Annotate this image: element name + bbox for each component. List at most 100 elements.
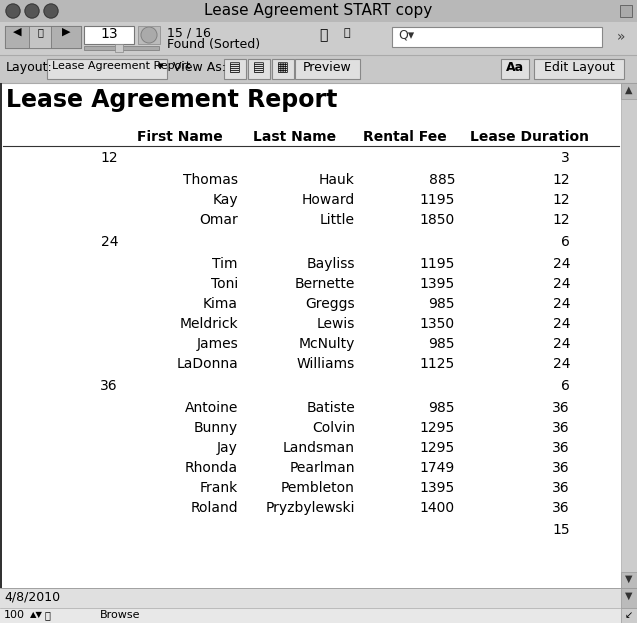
Text: 24: 24: [552, 277, 570, 291]
Text: ▾: ▾: [158, 61, 164, 71]
Text: Q▾: Q▾: [398, 29, 414, 42]
Text: Toni: Toni: [211, 277, 238, 291]
Text: 🖥: 🖥: [45, 610, 51, 620]
Text: Pryzbylewski: Pryzbylewski: [266, 501, 355, 515]
Text: ◀: ◀: [13, 27, 21, 37]
Bar: [621, 608, 637, 623]
Text: ▼: ▼: [626, 591, 633, 601]
Text: 24: 24: [552, 317, 570, 331]
Text: Browse: Browse: [100, 610, 141, 620]
Text: Rental Fee: Rental Fee: [363, 130, 447, 144]
Text: Williams: Williams: [297, 357, 355, 371]
Text: Little: Little: [320, 213, 355, 227]
Bar: [272, 59, 294, 79]
Text: ↙: ↙: [625, 610, 633, 620]
Bar: [501, 59, 529, 79]
Text: View As:: View As:: [173, 61, 226, 74]
Bar: [0, 608, 637, 623]
Text: Colvin: Colvin: [312, 421, 355, 435]
Bar: [115, 44, 123, 52]
Text: 36: 36: [552, 481, 570, 495]
Bar: [392, 27, 602, 47]
Bar: [620, 5, 632, 17]
Text: 1395: 1395: [420, 481, 455, 495]
Text: Howard: Howard: [302, 193, 355, 207]
Text: 12: 12: [552, 213, 570, 227]
Text: 🔼: 🔼: [344, 28, 350, 38]
Circle shape: [44, 4, 58, 18]
Text: 985: 985: [429, 297, 455, 311]
Text: 1125: 1125: [420, 357, 455, 371]
Text: Kima: Kima: [203, 297, 238, 311]
Text: ▤: ▤: [229, 61, 241, 74]
Bar: [0, 0, 637, 22]
Bar: [295, 59, 360, 79]
Text: Preview: Preview: [303, 61, 352, 74]
Text: Lease Agreement Report: Lease Agreement Report: [6, 88, 338, 112]
Text: Edit Layout: Edit Layout: [543, 61, 614, 74]
Circle shape: [6, 4, 20, 18]
Text: 36: 36: [552, 461, 570, 475]
Text: 1850: 1850: [420, 213, 455, 227]
Text: Bernette: Bernette: [295, 277, 355, 291]
Text: Lease Duration: Lease Duration: [470, 130, 589, 144]
Text: Greggs: Greggs: [305, 297, 355, 311]
Bar: [29, 26, 51, 48]
Text: »: »: [617, 30, 626, 44]
Text: Kay: Kay: [212, 193, 238, 207]
Text: Omar: Omar: [199, 213, 238, 227]
Text: Lease Agreement START copy: Lease Agreement START copy: [204, 3, 432, 18]
Bar: [224, 59, 246, 79]
Text: Antoine: Antoine: [185, 401, 238, 415]
Text: 12: 12: [552, 173, 570, 187]
Text: 985: 985: [429, 337, 455, 351]
Text: Pearlman: Pearlman: [289, 461, 355, 475]
Text: ▦: ▦: [277, 61, 289, 74]
Bar: [0, 55, 637, 83]
Text: 36: 36: [552, 501, 570, 515]
Text: 15 / 16: 15 / 16: [167, 27, 211, 40]
Text: 24: 24: [552, 257, 570, 271]
Bar: [84, 26, 134, 44]
Text: Lease Agreement Report: Lease Agreement Report: [52, 61, 190, 71]
Text: ⬥: ⬥: [37, 27, 43, 37]
Bar: [5, 26, 81, 48]
Text: 1400: 1400: [420, 501, 455, 515]
Bar: [248, 59, 270, 79]
Bar: [0, 22, 637, 55]
Text: 885: 885: [429, 173, 455, 187]
Text: 1195: 1195: [420, 193, 455, 207]
Text: 6: 6: [561, 379, 570, 393]
Bar: [0, 588, 637, 608]
Text: 24: 24: [552, 357, 570, 371]
Bar: [337, 28, 359, 46]
Text: Batiste: Batiste: [306, 401, 355, 415]
Bar: [534, 59, 624, 79]
Text: 15: 15: [552, 523, 570, 537]
Bar: [138, 26, 160, 44]
Bar: [51, 26, 81, 48]
Circle shape: [25, 4, 39, 18]
Bar: [621, 83, 637, 99]
Text: McNulty: McNulty: [299, 337, 355, 351]
Text: First Name: First Name: [137, 130, 223, 144]
Text: 🔍: 🔍: [318, 28, 327, 42]
Text: Landsman: Landsman: [283, 441, 355, 455]
Text: Bayliss: Bayliss: [306, 257, 355, 271]
Text: 36: 36: [552, 421, 570, 435]
Text: 1195: 1195: [420, 257, 455, 271]
Text: 24: 24: [552, 297, 570, 311]
Text: 1295: 1295: [420, 421, 455, 435]
Text: ▲▼: ▲▼: [30, 610, 43, 619]
Bar: [621, 83, 637, 588]
Text: Layout:: Layout:: [6, 61, 53, 74]
Text: Thomas: Thomas: [183, 173, 238, 187]
Text: Tim: Tim: [213, 257, 238, 271]
Bar: [0, 83, 2, 588]
Text: Last Name: Last Name: [254, 130, 336, 144]
Text: Found (Sorted): Found (Sorted): [167, 38, 260, 51]
Circle shape: [141, 27, 157, 43]
Text: 1395: 1395: [420, 277, 455, 291]
Text: LaDonna: LaDonna: [176, 357, 238, 371]
Bar: [621, 572, 637, 588]
